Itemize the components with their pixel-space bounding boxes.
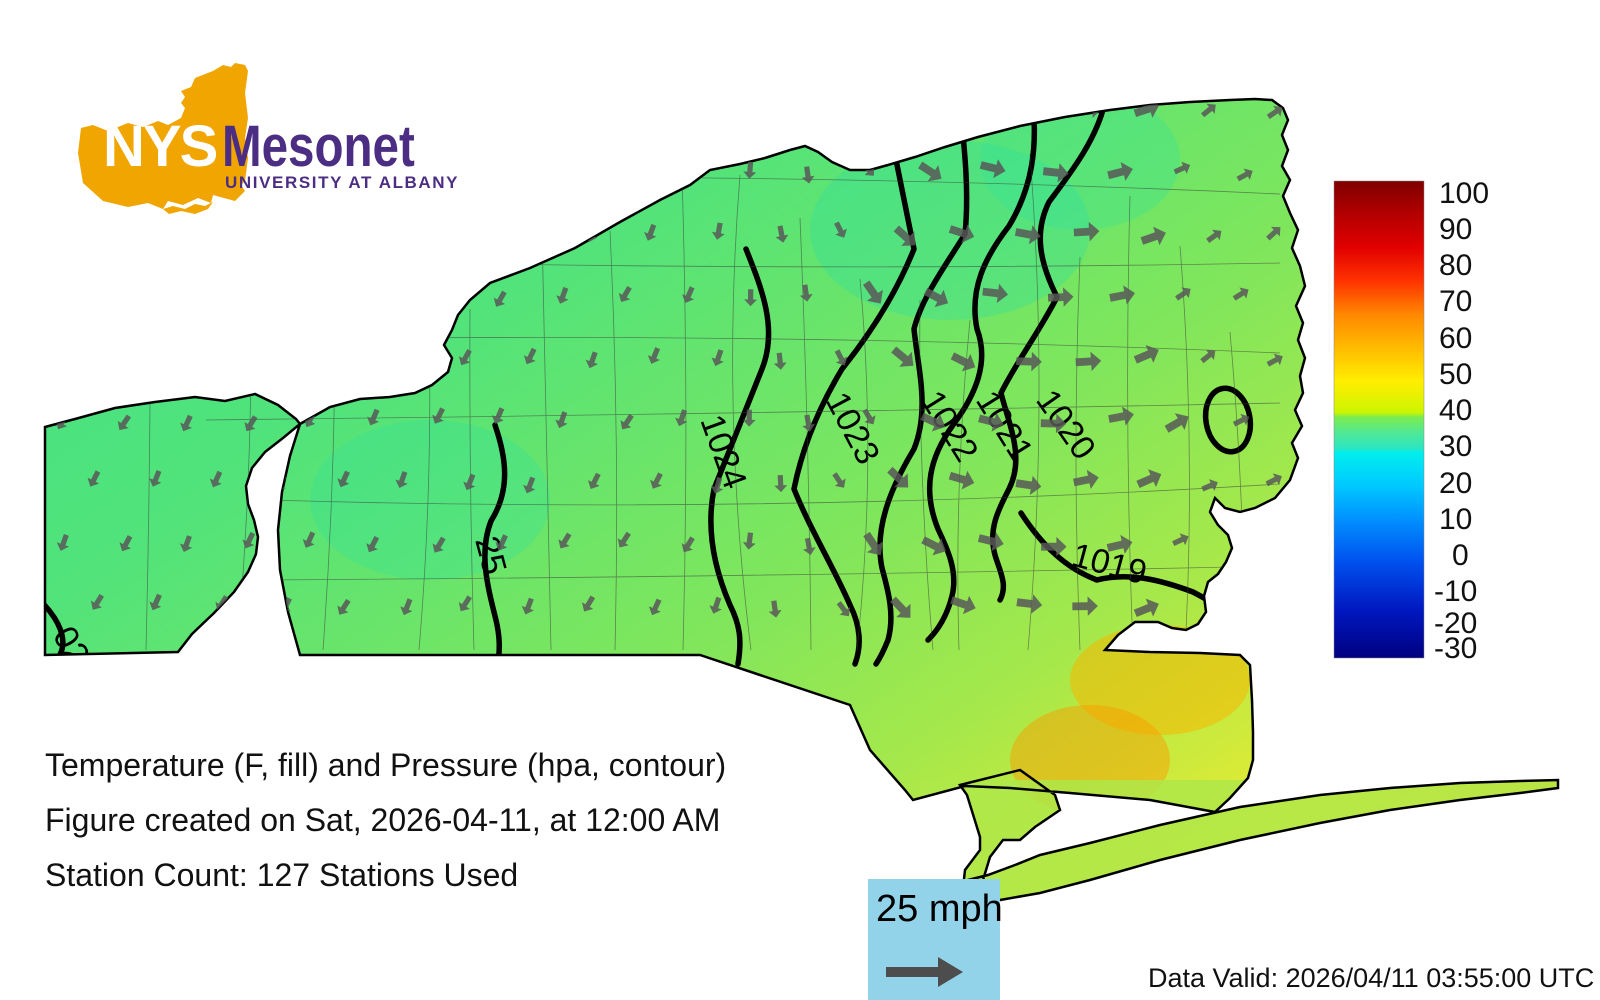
svg-text:0: 0 [1452, 539, 1469, 572]
svg-text:40: 40 [1439, 394, 1472, 427]
svg-text:80: 80 [1439, 249, 1472, 282]
svg-text:30: 30 [1439, 430, 1472, 463]
svg-text:90: 90 [1439, 213, 1472, 246]
svg-text:-30: -30 [1434, 632, 1477, 665]
svg-text:10: 10 [1439, 503, 1472, 536]
svg-text:-10: -10 [1434, 575, 1477, 608]
svg-text:100: 100 [1439, 177, 1489, 210]
svg-text:20: 20 [1439, 467, 1472, 500]
svg-text:50: 50 [1439, 358, 1472, 391]
svg-text:70: 70 [1439, 285, 1472, 318]
svg-text:60: 60 [1439, 322, 1472, 355]
svg-text:25 mph: 25 mph [876, 888, 1003, 930]
